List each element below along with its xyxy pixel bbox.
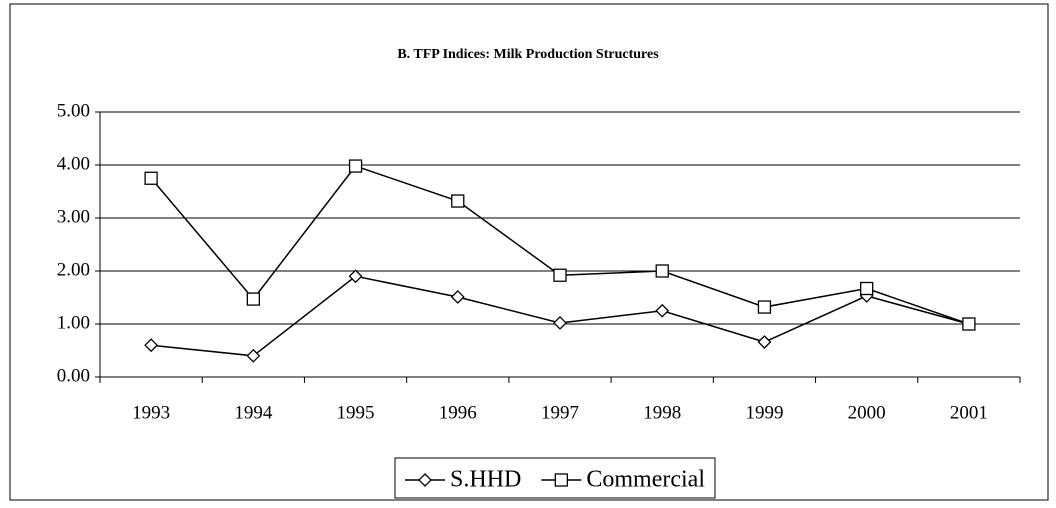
y-tick-label: 0.00 — [57, 365, 90, 386]
y-tick-label: 1.00 — [57, 312, 90, 333]
y-tick-label: 5.00 — [57, 100, 90, 121]
marker — [418, 473, 432, 487]
marker — [554, 473, 569, 487]
marker — [757, 335, 772, 349]
marker — [246, 348, 261, 363]
marker — [860, 281, 874, 296]
marker — [553, 316, 567, 330]
x-tick-label: 2000 — [848, 402, 886, 423]
x-tick-label: 1998 — [643, 402, 681, 423]
marker — [450, 290, 465, 304]
legend-label: Commercial — [586, 467, 705, 493]
x-tick-label: 1996 — [439, 402, 477, 423]
y-tick-label: 4.00 — [57, 153, 90, 174]
chart-title: B. TFP Indices: Milk Production Structur… — [397, 47, 659, 62]
marker — [144, 338, 159, 353]
marker — [246, 292, 260, 306]
x-tick-label: 1994 — [234, 402, 273, 423]
x-tick-label: 1999 — [745, 402, 783, 423]
x-tick-label: 1993 — [132, 402, 170, 423]
x-tick-label: 1997 — [541, 402, 579, 423]
marker — [348, 269, 363, 284]
y-tick-label: 2.00 — [57, 259, 90, 280]
marker — [451, 194, 465, 208]
legend-item: S.HHD — [405, 467, 521, 493]
marker — [655, 264, 669, 278]
legend: S.HHD Commercial — [394, 457, 716, 499]
x-tick-label: 2001 — [950, 402, 988, 423]
marker — [348, 159, 363, 173]
marker — [962, 317, 976, 331]
legend-label: S.HHD — [450, 467, 521, 493]
marker — [144, 171, 158, 185]
marker — [655, 303, 670, 318]
marker — [757, 300, 772, 314]
x-tick-label: 1995 — [337, 402, 375, 423]
legend-item: Commercial — [541, 467, 705, 493]
marker — [553, 268, 567, 282]
y-tick-label: 3.00 — [57, 206, 90, 227]
